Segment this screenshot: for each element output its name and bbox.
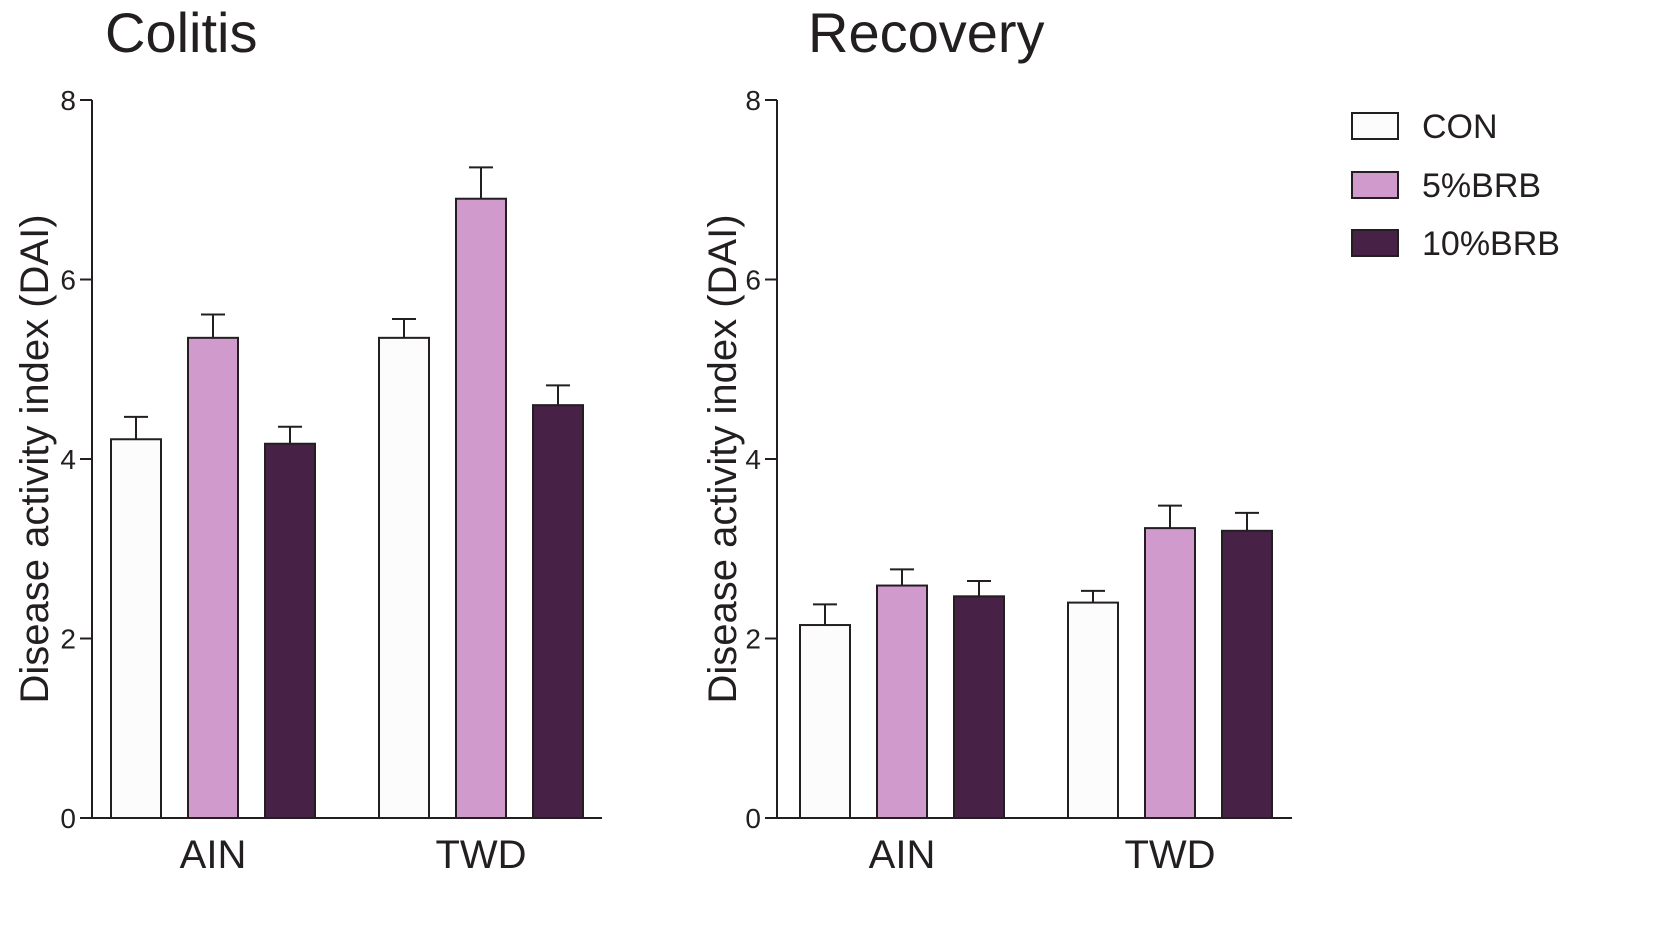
bar: [876, 584, 928, 819]
y-tick-label: 6: [745, 265, 761, 296]
bar: [1144, 527, 1196, 819]
legend-swatch: [1351, 171, 1399, 199]
bar: [1067, 601, 1119, 819]
x-tick-label: TWD: [1124, 833, 1215, 877]
y-tick-label: 0: [745, 803, 761, 834]
colitis-panel: Colitis Disease activity index (DAI) 0 2 4 6 8…: [13, 1, 602, 877]
bar: [455, 197, 507, 820]
bar: [378, 336, 430, 819]
y-tick-label: 6: [60, 265, 76, 296]
legend-label: 5%BRB: [1422, 167, 1541, 205]
bar: [953, 595, 1005, 819]
y-axis-label: Disease activity index (DAI): [13, 214, 57, 703]
chart-title: Recovery: [808, 1, 1045, 64]
y-tick-label: 4: [745, 444, 761, 475]
legend-label: CON: [1422, 108, 1498, 146]
y-tick-label: 8: [745, 85, 761, 116]
x-tick-label: TWD: [435, 833, 526, 877]
legend: CON 5%BRB 10%BRB: [1351, 108, 1560, 263]
y-tick-label: 2: [60, 624, 76, 655]
legend-swatch: [1351, 112, 1399, 140]
legend-label: 10%BRB: [1422, 225, 1560, 263]
bar: [532, 404, 584, 819]
y-tick-label: 0: [60, 803, 76, 834]
y-tick-label: 2: [745, 624, 761, 655]
bar: [799, 624, 851, 819]
x-tick-label: AIN: [869, 833, 936, 877]
bar: [264, 442, 316, 819]
y-tick-label: 4: [60, 444, 76, 475]
recovery-panel: Recovery Disease activity index (DAI) 0 2 4 6…: [701, 1, 1292, 877]
bar: [187, 336, 239, 819]
x-tick-label: AIN: [180, 833, 247, 877]
legend-swatch: [1351, 229, 1399, 257]
chart-title: Colitis: [105, 1, 257, 64]
bar: [110, 438, 162, 819]
bar: [1221, 529, 1273, 819]
y-tick-label: 8: [60, 85, 76, 116]
y-axis-label: Disease activity index (DAI): [701, 214, 745, 703]
